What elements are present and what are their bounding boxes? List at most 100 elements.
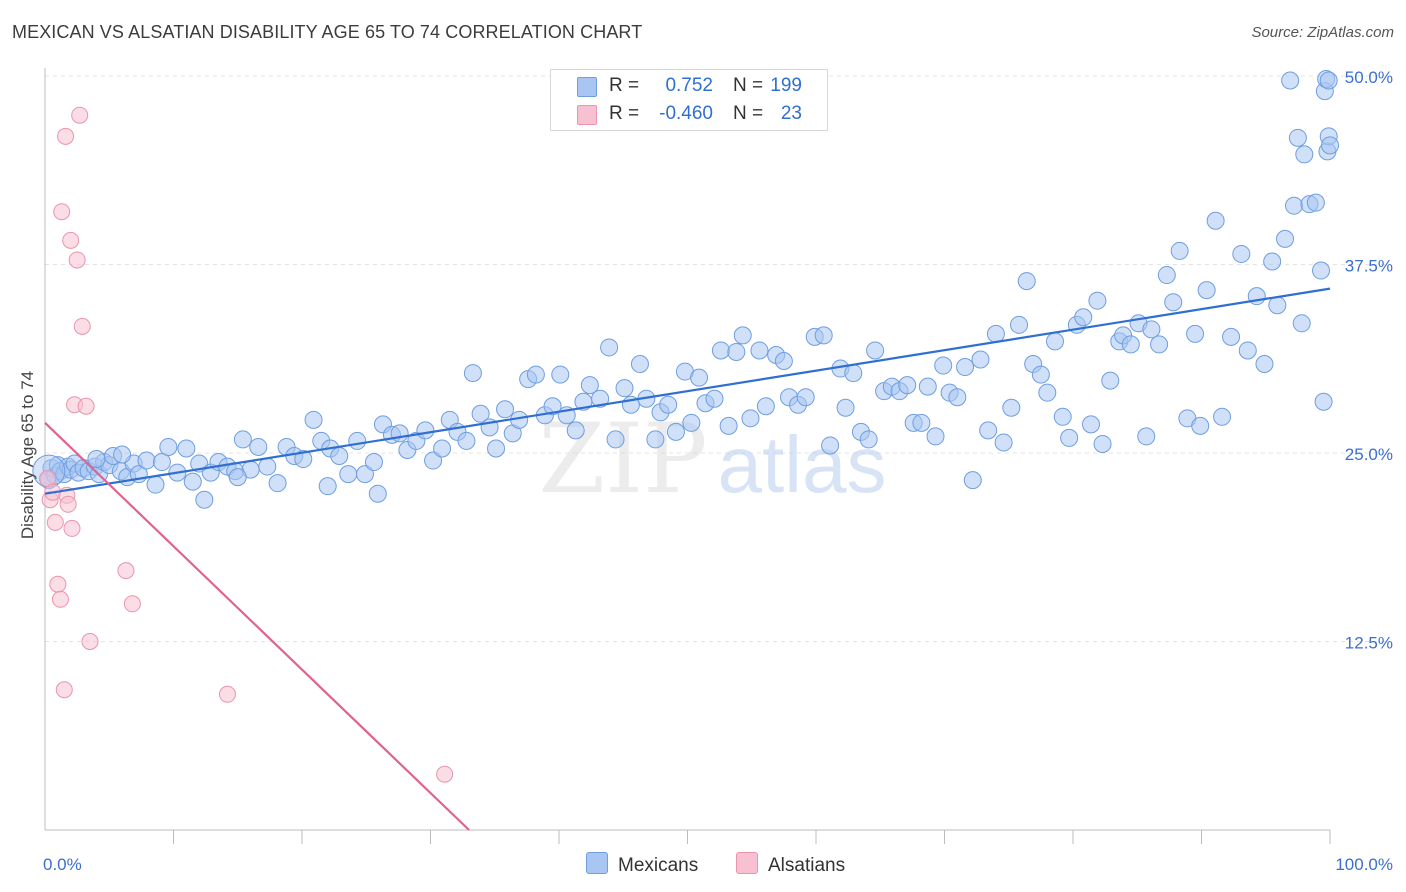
mexicans-point <box>390 424 409 443</box>
mexicans-point <box>471 404 490 423</box>
alsatians-point <box>51 590 69 608</box>
mexicans-point <box>580 376 599 395</box>
mexicans-point <box>690 368 709 387</box>
mexicans-point <box>741 409 760 428</box>
source-label: Source: ZipAtlas.com <box>1251 24 1394 41</box>
mexicans-point <box>606 430 625 449</box>
mexicans-point <box>659 395 678 414</box>
mexicans-point <box>339 465 358 484</box>
mexicans-point <box>1093 434 1112 453</box>
mexicans-point <box>1295 145 1314 164</box>
axis-layer <box>44 68 1331 844</box>
alsatians-point <box>81 633 99 650</box>
mexicans-point <box>258 457 277 476</box>
mexicans-point <box>249 437 268 456</box>
stats-row-alsatians: R = -0.460 N = 23 <box>551 100 827 128</box>
mexicans-point <box>971 350 990 369</box>
alsatians-point <box>53 203 71 221</box>
mexicans-point <box>368 484 387 503</box>
grid-layer <box>45 75 1388 642</box>
mexicans-point <box>183 472 202 491</box>
mexicans-point <box>1238 341 1257 360</box>
mexicans-point <box>543 397 562 416</box>
mexicans-point <box>1074 308 1093 327</box>
mexicans-point <box>487 439 506 458</box>
mexicans-point <box>1088 291 1107 310</box>
alsatians-point <box>46 513 64 531</box>
mexicans-point <box>146 475 165 494</box>
mexicans-point <box>956 358 975 377</box>
mexicans-point <box>433 439 452 458</box>
mexicans-point <box>1137 427 1156 446</box>
mexicans-point <box>600 338 619 357</box>
alsatians-point <box>63 519 81 537</box>
mexicans-point <box>159 437 178 456</box>
r-label: R = <box>609 103 640 124</box>
mexicans-point <box>727 342 746 361</box>
legend-swatch-alsatians <box>736 852 758 874</box>
legend-label-mexicans: Mexicans <box>618 855 699 876</box>
legend-item-mexicans[interactable]: Mexicans <box>586 852 698 877</box>
mexicans-point <box>304 410 323 429</box>
mexicans-point <box>719 416 738 435</box>
mexicans-point <box>796 388 815 407</box>
mexicans-point <box>1263 252 1282 271</box>
mexicans-point <box>926 427 945 446</box>
alsatians-point <box>117 562 135 580</box>
y-tick-label: 25.0% <box>1345 445 1393 464</box>
mexicans-point <box>1053 407 1072 426</box>
mexicans-point <box>1010 315 1029 334</box>
alsatians-point <box>436 765 454 783</box>
mexicans-point <box>424 451 443 470</box>
mexicans-point <box>666 422 685 441</box>
n-label: N = <box>733 103 764 124</box>
legend-item-alsatians[interactable]: Alsatians <box>736 852 845 877</box>
chart-title: MEXICAN VS ALSATIAN DISABILITY AGE 65 TO… <box>12 22 643 42</box>
mexicans-point <box>268 474 287 493</box>
n-value: 199 <box>770 75 802 96</box>
alsatians-point <box>71 106 89 124</box>
mexicans-point <box>463 364 482 383</box>
mexicans-point <box>294 450 313 469</box>
r-label: R = <box>609 75 640 96</box>
mexicans-point <box>1101 371 1120 390</box>
tick-labels: 12.5% 25.0% 37.5% 50.0% 0.0% 100.0% <box>43 68 1393 874</box>
mexicans-point <box>963 471 982 490</box>
mexicans-point <box>1150 335 1169 354</box>
mexicans-point <box>1142 320 1161 339</box>
n-label: N = <box>733 75 764 96</box>
mexicans-point <box>1213 407 1232 426</box>
alsatians-point <box>59 495 77 513</box>
alsatians-trend-line <box>44 422 470 831</box>
mexicans-point <box>1031 365 1050 384</box>
mexicans-point <box>137 451 156 470</box>
mexicans-point <box>1292 314 1311 333</box>
alsatians-point <box>218 685 236 703</box>
mexicans-point <box>87 450 106 469</box>
x-tick-label: 0.0% <box>43 855 82 874</box>
mexicans-point <box>591 389 610 408</box>
mexicans-point <box>551 365 570 384</box>
mexicans-point <box>1312 261 1331 280</box>
mexicans-point <box>774 352 793 371</box>
mexicans-point <box>1319 71 1338 90</box>
mexicans-point <box>821 436 840 455</box>
y-tick-label: 37.5% <box>1345 257 1393 276</box>
mexicans-point <box>1321 136 1339 155</box>
x-tick-label: 100.0% <box>1335 855 1393 874</box>
mexicans-point <box>1314 392 1333 411</box>
mexicans-point <box>1268 296 1287 315</box>
mexicans-point <box>934 356 953 375</box>
mexicans-point <box>457 431 476 450</box>
mexicans-point <box>918 377 937 396</box>
mexicans-point <box>1081 415 1100 434</box>
mexicans-point <box>1206 211 1225 230</box>
mexicans-point <box>233 430 252 449</box>
mexicans-point <box>364 453 383 472</box>
mexicans-point <box>898 376 917 395</box>
r-value: -0.460 <box>659 103 713 124</box>
mexicans-point <box>1222 327 1241 346</box>
mexicans-point <box>228 468 247 487</box>
alsatians-point <box>123 595 141 613</box>
y-tick-label: 50.0% <box>1345 68 1393 87</box>
